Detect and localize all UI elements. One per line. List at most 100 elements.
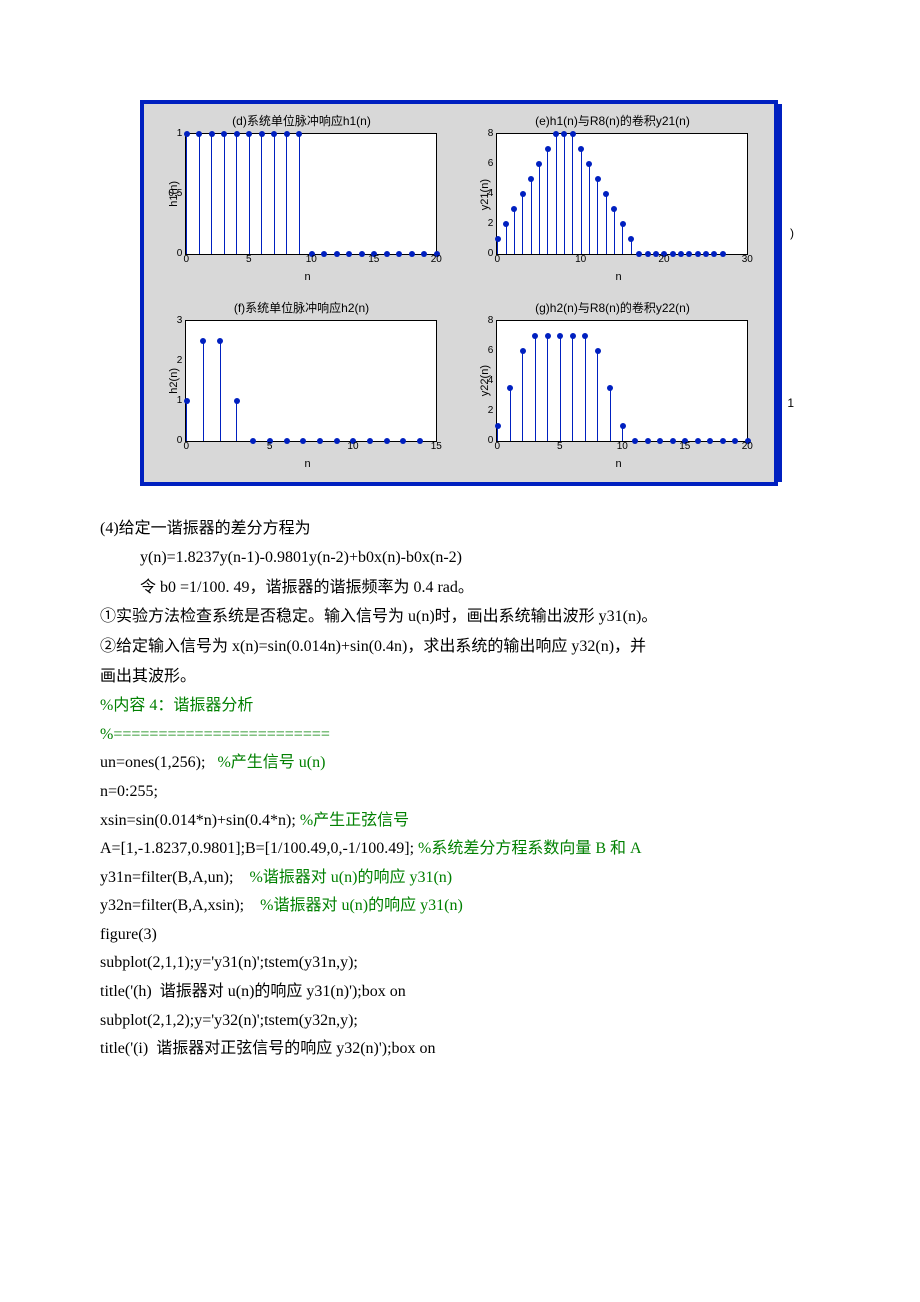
xtick-label: 5 [267, 439, 273, 455]
xtick-label: 10 [575, 252, 586, 268]
body-text: (4)给定一谐振器的差分方程为 y(n)=1.8237y(n-1)-0.9801… [100, 516, 820, 1062]
xlabel: n [304, 456, 310, 474]
stem [560, 336, 561, 441]
subplot-d: (d)系统单位脉冲响应h1(n)h1(n)0510152000.51n [152, 112, 451, 287]
ytick-label: 1 [164, 126, 182, 142]
para-1: (4)给定一谐振器的差分方程为 [100, 516, 820, 542]
stem [261, 134, 262, 254]
stem [220, 341, 221, 441]
code-comment: %系统差分方程系数向量 B 和 A [418, 840, 642, 857]
code-line-5: xsin=sin(0.014*n)+sin(0.4*n); %产生正弦信号 [100, 808, 820, 834]
stem [610, 388, 611, 441]
code-comment-2: %======================== [100, 722, 820, 748]
code-text: un=ones(1,256); [100, 754, 217, 771]
stem [539, 164, 540, 254]
stem [614, 209, 615, 254]
xtick-label: 0 [184, 252, 190, 268]
stem [249, 134, 250, 254]
stem [581, 149, 582, 254]
code-text: A=[1,-1.8237,0.9801];B=[1/100.49,0,-1/10… [100, 840, 418, 857]
code-comment: %产生信号 u(n) [217, 754, 325, 771]
stem [203, 341, 204, 441]
ylabel: h2(n) [166, 368, 184, 394]
stem [236, 134, 237, 254]
stem [186, 401, 187, 441]
edge-fragment: 1 [787, 394, 794, 413]
code-comment: %谐振器对 u(n)的响应 y31(n) [249, 869, 452, 886]
stem [547, 336, 548, 441]
stem [522, 194, 523, 254]
stem [572, 336, 573, 441]
ytick-label: 6 [475, 156, 493, 172]
code-comment: %产生正弦信号 [300, 812, 409, 829]
stem [522, 351, 523, 441]
plot-area: 0510150123 [185, 320, 437, 442]
ytick-label: 2 [475, 216, 493, 232]
ytick-label: 6 [475, 343, 493, 359]
stem [224, 134, 225, 254]
stem [186, 134, 187, 254]
xtick-label: 10 [347, 439, 358, 455]
xtick-label: 30 [742, 252, 753, 268]
figure-right-border [778, 104, 782, 482]
xtick-label: 10 [306, 252, 317, 268]
stem [606, 194, 607, 254]
stem [506, 224, 507, 254]
subplot-title: (g)h2(n)与R8(n)的卷积y22(n) [535, 299, 690, 318]
stem [286, 134, 287, 254]
figure-panel: (d)系统单位脉冲响应h1(n)h1(n)0510152000.51n(e)h1… [140, 100, 778, 486]
subplot-title: (d)系统单位脉冲响应h1(n) [232, 112, 371, 131]
subplot-title: (f)系统单位脉冲响应h2(n) [234, 299, 369, 318]
code-line-6: A=[1,-1.8237,0.9801];B=[1/100.49,0,-1/10… [100, 836, 820, 862]
para-2: y(n)=1.8237y(n-1)-0.9801y(n-2)+b0x(n)-b0… [100, 545, 820, 571]
stem [211, 134, 212, 254]
stem [585, 336, 586, 441]
xtick-label: 0 [495, 252, 501, 268]
stem [622, 224, 623, 254]
code-line-7: y31n=filter(B,A,un); %谐振器对 u(n)的响应 y31(n… [100, 865, 820, 891]
xtick-label: 20 [742, 439, 753, 455]
ytick-label: 0.5 [164, 186, 182, 202]
plot-area: 010203002468 [496, 133, 748, 255]
ytick-label: 0 [475, 433, 493, 449]
stem [299, 134, 300, 254]
stem [589, 164, 590, 254]
code-comment-1: %内容 4：谐振器分析 [100, 693, 820, 719]
ytick-label: 8 [475, 126, 493, 142]
ytick-label: 0 [164, 246, 182, 262]
subplot-e: (e)h1(n)与R8(n)的卷积y21(n)y21(n)01020300246… [463, 112, 762, 287]
stem [236, 401, 237, 441]
xtick-label: 0 [184, 439, 190, 455]
xtick-label: 10 [617, 439, 628, 455]
para-5a: ②给定输入信号为 x(n)=sin(0.014n)+sin(0.4n)，求出系统… [100, 634, 820, 660]
para-3: 令 b0 =1/100. 49，谐振器的谐振频率为 0.4 rad。 [100, 575, 820, 601]
stem [597, 179, 598, 254]
code-line-3: un=ones(1,256); %产生信号 u(n) [100, 750, 820, 776]
xtick-label: 20 [658, 252, 669, 268]
edge-fragment: ) [790, 224, 794, 243]
xtick-label: 0 [495, 439, 501, 455]
plot-area: 0510152000.51 [185, 133, 437, 255]
ytick-label: 0 [164, 433, 182, 449]
stem [535, 336, 536, 441]
code-line-10: subplot(2,1,1);y='y31(n)';tstem(y31n,y); [100, 950, 820, 976]
subplot-grid: (d)系统单位脉冲响应h1(n)h1(n)0510152000.51n(e)h1… [144, 104, 774, 482]
para-4: ①实验方法检查系统是否稳定。输入信号为 u(n)时，画出系统输出波形 y31(n… [100, 604, 820, 630]
xtick-label: 15 [679, 439, 690, 455]
ytick-label: 4 [475, 373, 493, 389]
xtick-label: 15 [368, 252, 379, 268]
xlabel: n [615, 269, 621, 287]
ytick-label: 2 [164, 353, 182, 369]
xlabel: n [304, 269, 310, 287]
ytick-label: 4 [475, 186, 493, 202]
stem [199, 134, 200, 254]
stem [274, 134, 275, 254]
stem [572, 134, 573, 254]
code-line-11: title('(h) 谐振器对 u(n)的响应 y31(n)');box on [100, 979, 820, 1005]
code-line-8: y32n=filter(B,A,xsin); %谐振器对 u(n)的响应 y31… [100, 893, 820, 919]
code-text: xsin=sin(0.014*n)+sin(0.4*n); [100, 812, 300, 829]
xlabel: n [615, 456, 621, 474]
stem [556, 134, 557, 254]
ytick-label: 1 [164, 393, 182, 409]
subplot-g: (g)h2(n)与R8(n)的卷积y22(n)y22(n)05101520024… [463, 299, 762, 474]
